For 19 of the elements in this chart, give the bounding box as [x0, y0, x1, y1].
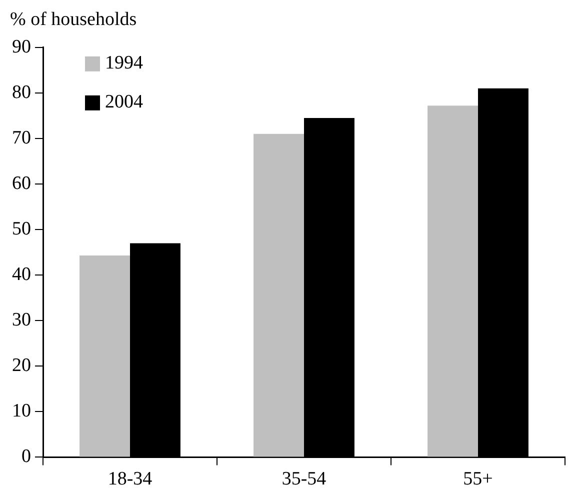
y-axis-title: % of households: [10, 8, 138, 32]
y-tick-label: 20: [12, 355, 31, 376]
legend-label: 1994: [105, 52, 144, 74]
bar: [254, 134, 304, 457]
bar: [80, 255, 130, 457]
y-tick-label: 50: [12, 218, 31, 240]
y-tick-label: 10: [12, 400, 31, 422]
legend-label: 2004: [105, 91, 144, 112]
y-tick-label: 90: [12, 36, 31, 58]
y-tick-label: 30: [12, 310, 31, 331]
y-tick-label: 70: [12, 127, 31, 148]
x-tick-label: 18-34: [108, 468, 153, 490]
x-tick-label: 55+: [463, 468, 493, 490]
x-tick-label: 35-54: [282, 468, 327, 490]
y-tick-label: 80: [12, 82, 31, 103]
y-tick-label: 40: [12, 264, 31, 286]
bar: [428, 106, 478, 457]
y-tick-label: 0: [22, 446, 31, 468]
y-tick-label: 60: [12, 172, 31, 194]
